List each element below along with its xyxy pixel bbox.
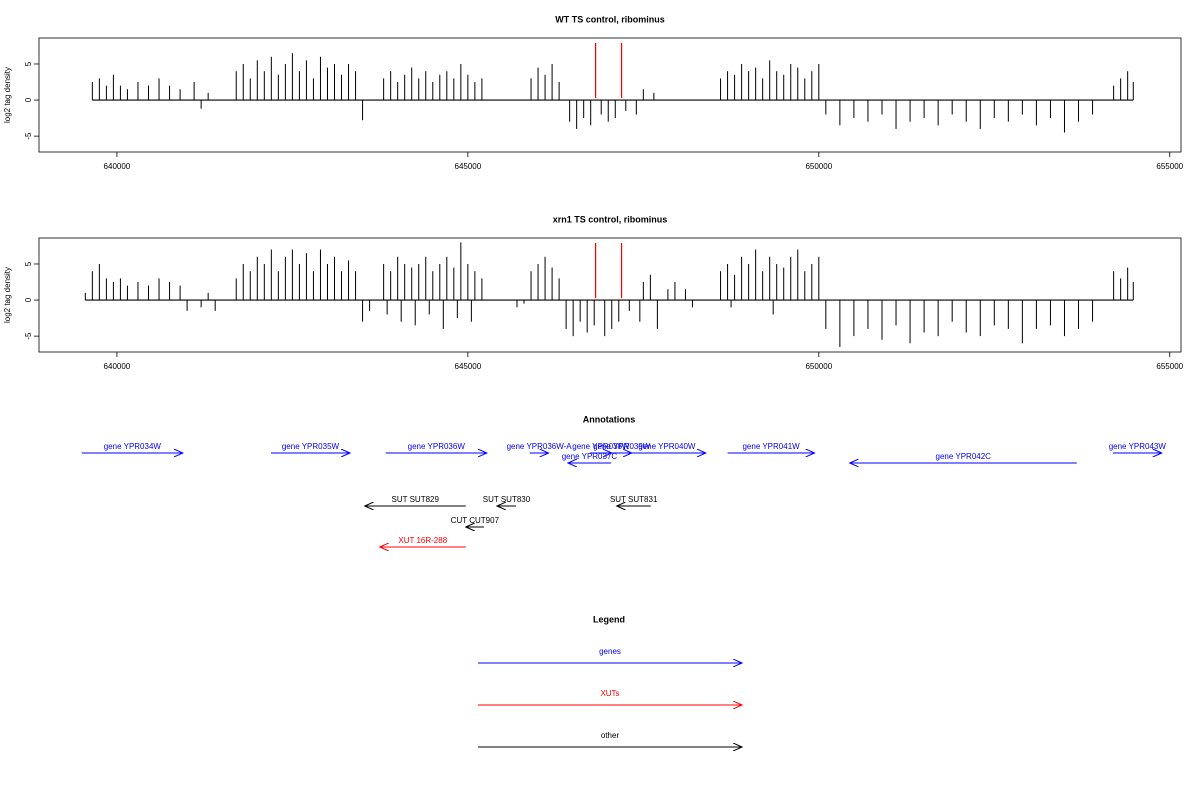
feature-label: XUT 16R-288 — [398, 536, 447, 545]
x-tick-label: 655000 — [1156, 162, 1183, 171]
x-tick-label: 640000 — [104, 162, 131, 171]
x-tick-label: 645000 — [455, 362, 482, 371]
feature-label: CUT CUT907 — [451, 516, 500, 525]
chart-title: xrn1 TS control, ribominus — [553, 214, 668, 224]
y-axis-label: log2 tag density — [3, 267, 12, 323]
feature-label: gene YPR041W — [742, 442, 800, 451]
feature-label: gene YPR042C — [936, 452, 992, 461]
feature-label: gene YPR043W — [1109, 442, 1167, 451]
x-tick-label: 645000 — [455, 162, 482, 171]
legend-title: Legend — [593, 614, 625, 624]
x-tick-label: 650000 — [805, 162, 832, 171]
feature-label: gene YPR037C — [562, 452, 618, 461]
legend-label: genes — [599, 647, 621, 656]
y-tick-label: -5 — [24, 332, 33, 340]
x-tick-label: 650000 — [805, 362, 832, 371]
feature-label: gene YPR035W — [282, 442, 340, 451]
chart-title: WT TS control, ribominus — [555, 14, 665, 24]
feature-label: gene YPR039W — [593, 442, 651, 451]
feature-label: SUT SUT830 — [483, 495, 531, 504]
y-tick-label: -5 — [24, 132, 33, 140]
annotations-title: Annotations — [583, 414, 636, 424]
feature-label: gene YPR036W — [408, 442, 466, 451]
feature-label: gene YPR036W-A — [507, 442, 573, 451]
feature-label: gene YPR034W — [104, 442, 162, 451]
x-tick-label: 640000 — [104, 362, 131, 371]
feature-label: gene YPR038W — [572, 442, 630, 451]
legend-label: other — [601, 731, 620, 740]
plot-frame — [38, 237, 1182, 353]
y-axis-label: log2 tag density — [3, 67, 12, 123]
y-tick-label: 0 — [24, 297, 33, 302]
x-tick-label: 655000 — [1156, 362, 1183, 371]
plot-frame — [38, 37, 1182, 153]
y-tick-label: 0 — [24, 97, 33, 102]
y-tick-label: 5 — [24, 61, 33, 66]
feature-label: gene YPR040W — [638, 442, 696, 451]
feature-label: SUT SUT831 — [610, 495, 658, 504]
y-tick-label: 5 — [24, 261, 33, 266]
legend-label: XUTs — [600, 689, 619, 698]
feature-label: SUT SUT829 — [392, 495, 440, 504]
